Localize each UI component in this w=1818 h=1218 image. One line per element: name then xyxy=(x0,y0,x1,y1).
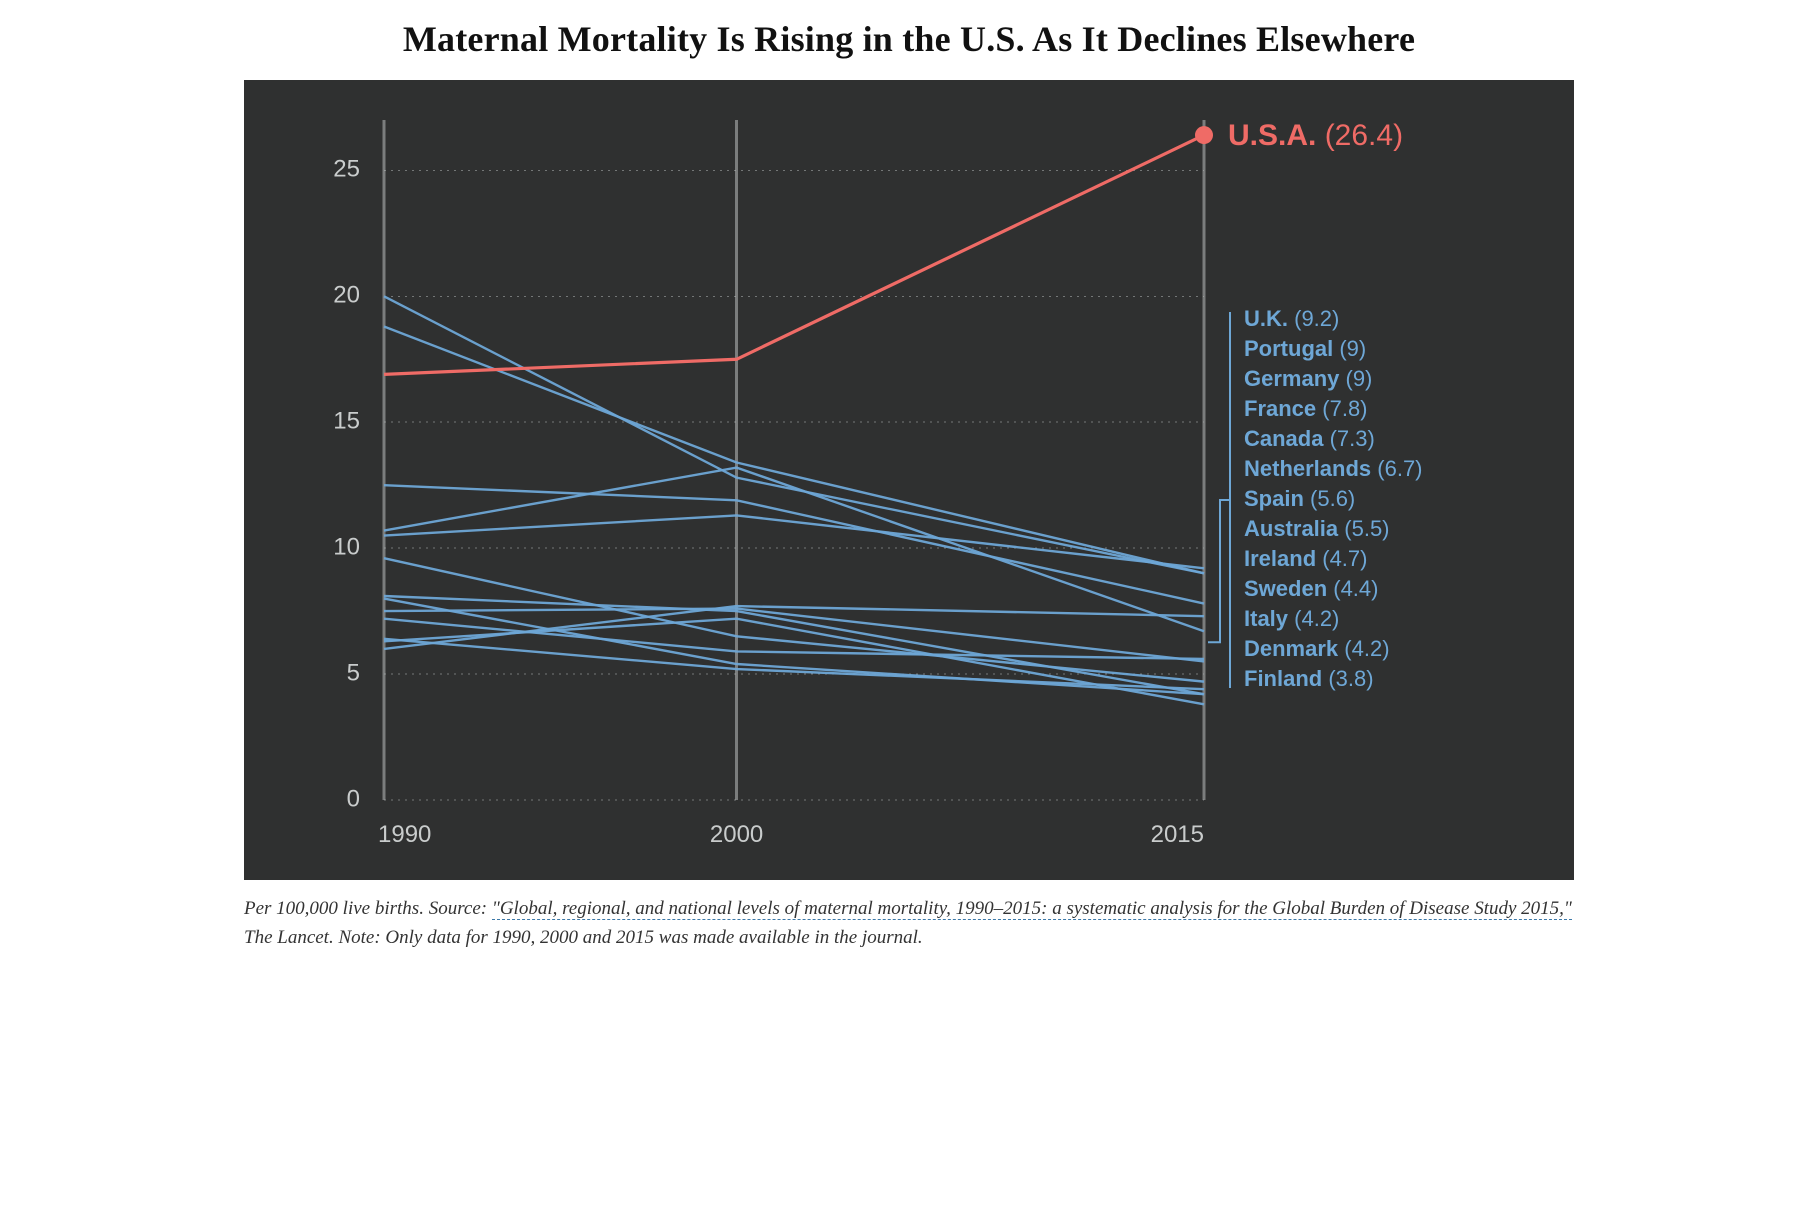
line-chart: 0 5 10 15 20 25 1990 2000 2015 U.S.A. (26.4) U.K. … xyxy=(244,80,1574,880)
chart-title: Maternal Mortality Is Rising in the U.S.… xyxy=(244,18,1574,60)
legend-item: Finland (3.8) xyxy=(1244,666,1374,691)
legend-item: Portugal (9) xyxy=(1244,336,1366,361)
y-tick-label: 20 xyxy=(333,282,360,309)
y-tick-label: 15 xyxy=(333,408,360,435)
y-tick-label: 10 xyxy=(333,533,360,560)
legend-item: Ireland (4.7) xyxy=(1244,546,1368,571)
series-line xyxy=(384,619,1204,705)
legend-item: Canada (7.3) xyxy=(1244,426,1375,451)
x-tick-label: 1990 xyxy=(378,821,431,848)
highlight-label: U.S.A. (26.4) xyxy=(1228,119,1403,152)
legend-item: France (7.8) xyxy=(1244,396,1368,421)
chart-footnote: Per 100,000 live births. Source: "Global… xyxy=(244,894,1574,953)
series-line xyxy=(384,327,1204,574)
series-line xyxy=(384,296,1204,573)
x-tick-label: 2015 xyxy=(1151,821,1204,848)
legend-item: Sweden (4.4) xyxy=(1244,576,1379,601)
x-tick-label: 2000 xyxy=(710,821,763,848)
series-line xyxy=(384,619,1204,659)
legend-item: Italy (4.2) xyxy=(1244,606,1339,631)
y-tick-label: 25 xyxy=(333,156,360,183)
legend-item: Netherlands (6.7) xyxy=(1244,456,1423,481)
series-line xyxy=(384,515,1204,568)
note-suffix: The Lancet. Note: Only data for 1990, 20… xyxy=(244,927,923,948)
legend-item: Denmark (4.2) xyxy=(1244,636,1390,661)
y-tick-label: 5 xyxy=(347,659,360,686)
legend-item: U.K. (9.2) xyxy=(1244,306,1339,331)
legend-bracket xyxy=(1208,312,1230,688)
highlight-endpoint-dot xyxy=(1195,126,1213,144)
legend-item: Germany (9) xyxy=(1244,366,1372,391)
legend-item: Australia (5.5) xyxy=(1244,516,1390,541)
note-prefix: Per 100,000 live births. Source: xyxy=(244,898,492,919)
y-tick-label: 0 xyxy=(347,785,360,812)
series-line-highlight xyxy=(384,135,1204,374)
legend-item: Spain (5.6) xyxy=(1244,486,1355,511)
source-link[interactable]: "Global, regional, and national levels o… xyxy=(492,898,1572,920)
chart-panel: 0 5 10 15 20 25 1990 2000 2015 U.S.A. (26.4) U.K. … xyxy=(244,80,1574,880)
